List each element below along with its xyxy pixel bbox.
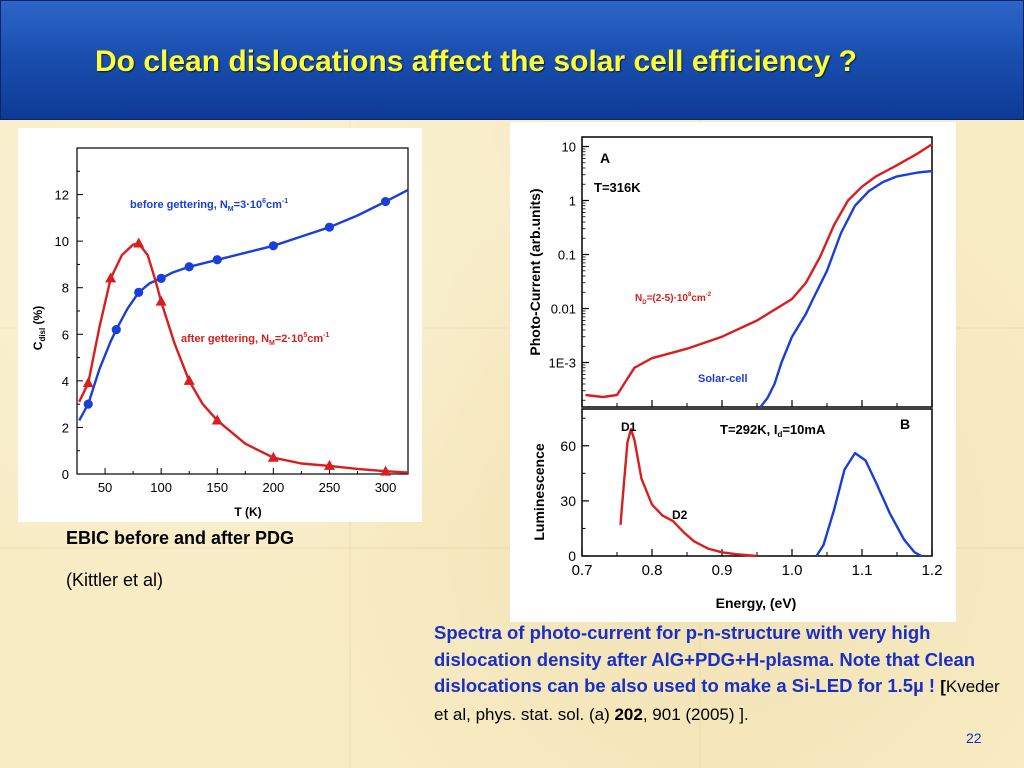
ebic-x-tick-label: 200 [263,480,285,495]
after-gettering-point [323,459,335,470]
luminescence-y-tick-label: 60 [560,438,576,454]
legend-before-gettering: before gettering, NM=3·106cm-1 [130,198,288,213]
ebic-chart-panel: 50 100 150 200 250 300 0 2 4 6 8 10 12 T (K) Cdisl (… [18,128,422,522]
luminescence-y-label: Luminescence [531,443,547,540]
slide-title: Do clean dislocations affect the solar c… [95,45,857,78]
after-gettering-point [211,414,223,425]
before-gettering-point [184,262,194,272]
before-gettering-point [268,241,278,251]
before-gettering-point [111,325,121,335]
band-edge-luminescence-line [815,451,923,558]
after-gettering-line [78,242,409,474]
d2-peak-label: D2 [672,508,688,522]
energy-x-tick-label: 1.1 [852,562,873,579]
before-gettering-point [134,287,144,297]
energy-x-tick-label: 0.7 [572,562,593,579]
energy-x-tick-label: 0.8 [642,562,663,579]
after-gettering-point [183,374,195,385]
temperature-label-b: T=292K, Id=10mA [720,422,826,439]
panel-a-label: A [600,150,610,166]
ebic-y-tick-label: 12 [55,188,69,203]
ebic-y-tick-label: 2 [62,420,69,435]
after-gettering-point [105,272,117,283]
panel-b-label: B [900,416,910,432]
ebic-y-label: Cdisl (%) [31,306,47,350]
before-gettering-point [324,222,335,232]
ebic-y-tick-label: 0 [62,467,69,482]
dislocation-luminescence-line [619,428,758,558]
after-gettering-point [82,377,94,388]
photocurrent-y-tick-label: 1 [569,194,576,209]
luminescence-y-tick-label: 0 [568,548,576,564]
photocurrent-y-tick-label: 10 [562,140,576,155]
photocurrent-y-label: Photo-Current (arb.units) [527,188,543,355]
ebic-x-tick-label: 300 [375,480,397,495]
slide-number: 22 [966,730,982,746]
ebic-x-tick-label: 150 [206,480,228,495]
ebic-x-tick-label: 250 [319,480,341,495]
d1-peak-label: D1 [621,420,637,434]
solar-cell-photocurrent-line [759,169,933,408]
photocurrent-y-tick-label: 0.01 [551,302,576,317]
after-gettering-point [380,465,392,476]
legend-after-gettering: after gettering, NM=2·105cm-1 [181,332,329,347]
temperature-label-a: T=316K [594,180,641,195]
photocurrent-y-tick-label: 1E-3 [549,356,576,371]
before-gettering-point [212,255,222,265]
before-gettering-point [83,399,93,409]
ebic-x-tick-label: 50 [98,480,112,495]
nd-label: ND=(2-5)·108cm-2 [635,292,712,306]
ebic-x-tick-label: 100 [150,480,172,495]
energy-x-label: Energy, (eV) [716,595,797,611]
energy-x-tick-label: 1.2 [922,562,943,579]
solar-cell-label: Solar-cell [698,373,748,385]
ebic-x-label: T (K) [234,505,261,519]
ebic-citation: (Kittler et al) [66,570,164,590]
before-gettering-point [156,273,166,283]
dislocation-photocurrent-line [585,143,933,399]
luminescence-y-tick-label: 30 [560,493,576,509]
photocurrent-y-tick-label: 0.1 [558,248,576,263]
spectra-caption: Spectra of photo-current for p-n-structu… [434,622,1000,724]
ebic-y-tick-label: 10 [55,234,69,249]
spectra-chart-panel: 1E-3 0.01 0.1 1 10 0.7 0.8 0.9 1.0 1.1 1.2 0 30 60 A … [510,122,956,622]
energy-x-tick-label: 0.9 [712,562,733,579]
after-gettering-point [133,237,145,248]
title-bar: Do clean dislocations affect the solar c… [0,0,1024,120]
ebic-y-tick-label: 6 [62,327,69,342]
ebic-chart: 50 100 150 200 250 300 0 2 4 6 8 10 12 T (K) Cdisl (… [31,147,409,519]
energy-x-tick-label: 1.0 [782,562,803,579]
ebic-y-tick-label: 4 [62,374,69,389]
ebic-caption: EBIC before and after PDG [66,528,295,548]
ebic-y-tick-label: 8 [62,281,69,296]
after-gettering-point [155,295,167,306]
before-gettering-point [380,196,391,207]
after-gettering-point [267,451,279,462]
before-gettering-line [78,188,409,421]
